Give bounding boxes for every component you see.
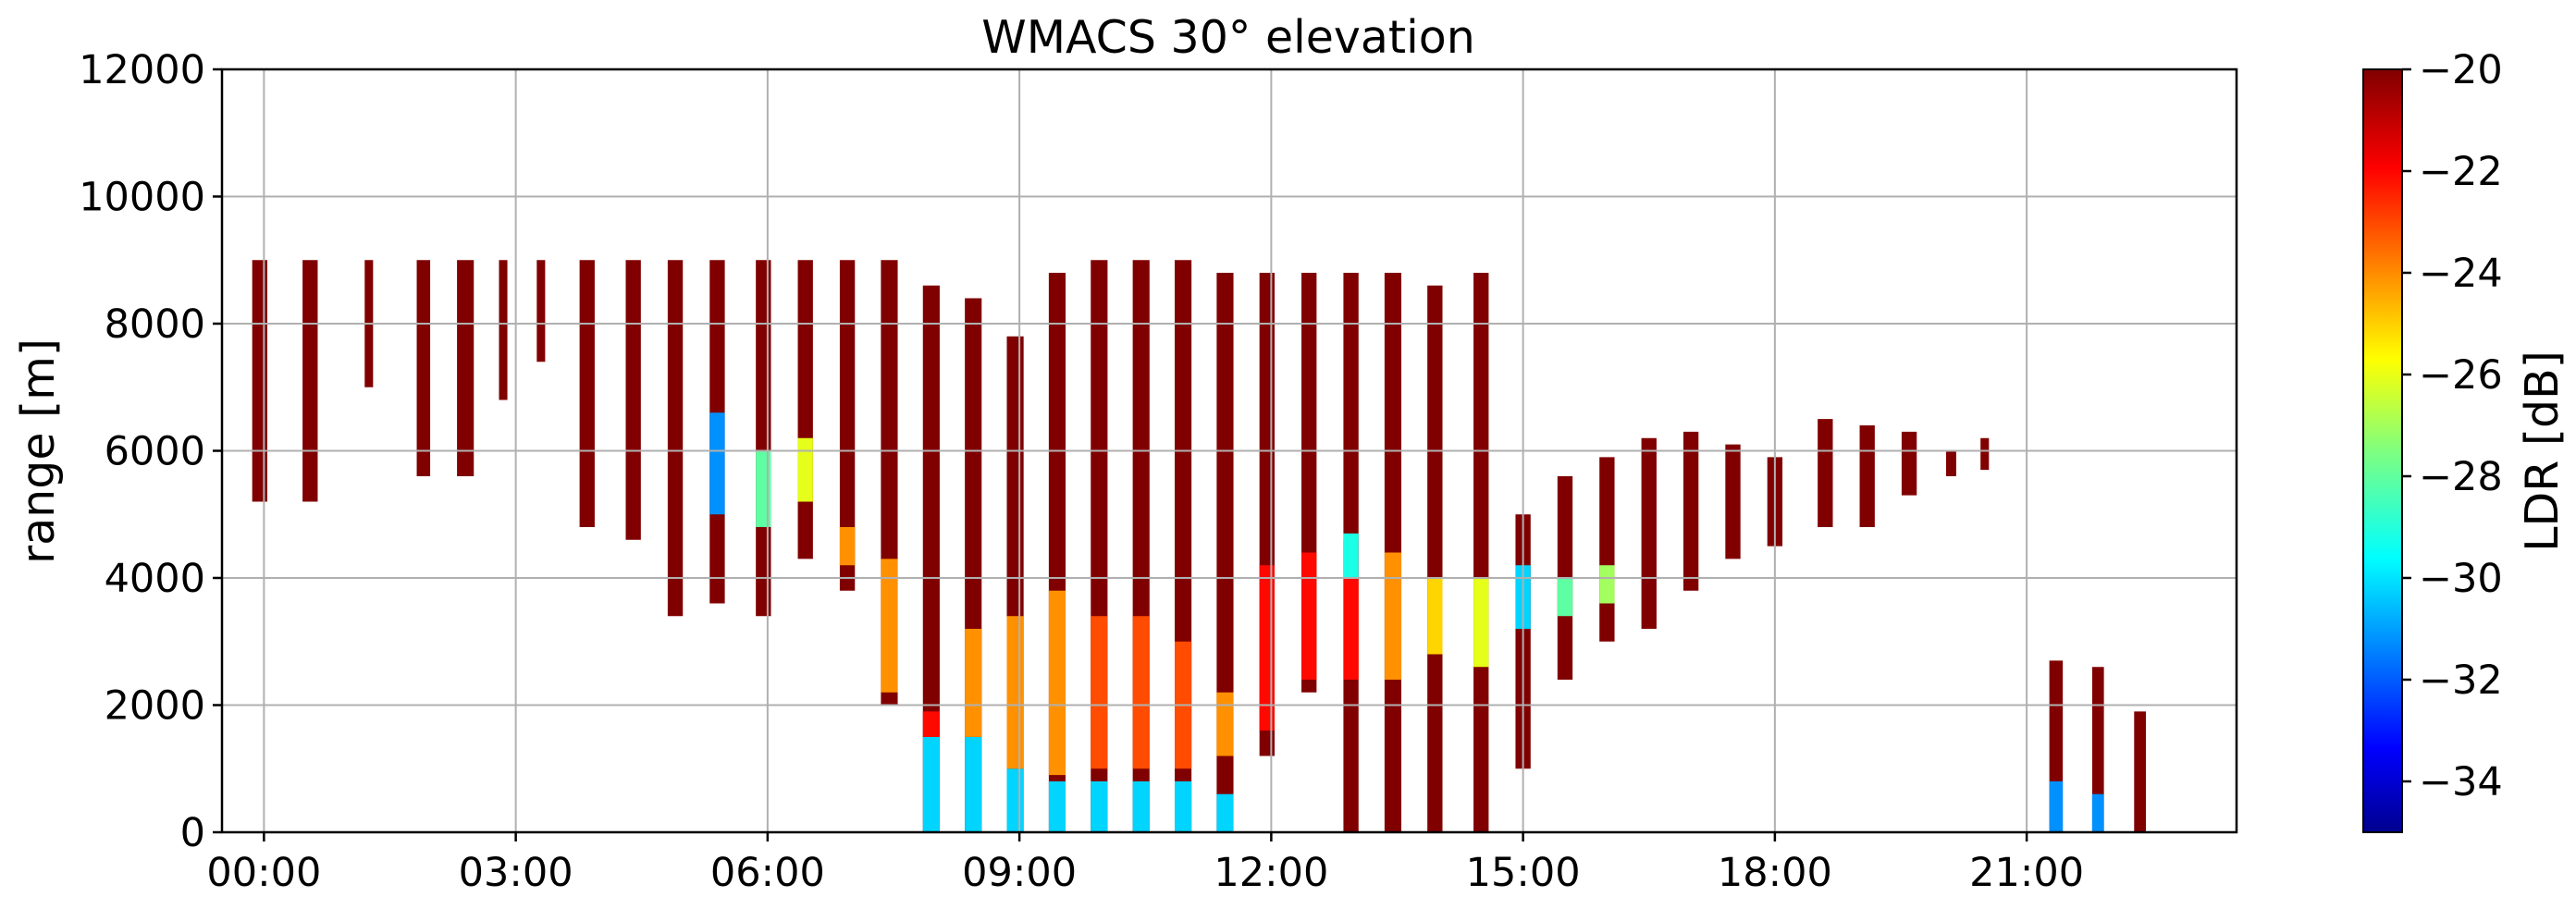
scan-15-segment-2 bbox=[922, 711, 940, 737]
scan-11-segment-1 bbox=[756, 450, 771, 527]
scan-28-segment-1 bbox=[1473, 578, 1489, 668]
plot-area bbox=[220, 68, 2238, 834]
y-tick-label: 8000 bbox=[105, 301, 205, 348]
scan-13-segment-1 bbox=[839, 527, 856, 566]
scan-14-segment-1 bbox=[881, 559, 898, 693]
scan-24-segment-1 bbox=[1301, 552, 1317, 680]
scan-3-segment-0 bbox=[416, 260, 431, 476]
scan-30-segment-1 bbox=[1557, 578, 1573, 617]
scan-13-segment-0 bbox=[839, 260, 856, 591]
x-tick-label: 15:00 bbox=[1466, 850, 1581, 896]
scan-39-segment-0 bbox=[1946, 450, 1956, 476]
scan-7-segment-0 bbox=[579, 260, 595, 527]
scan-42-segment-1 bbox=[2091, 793, 2104, 832]
x-tick-label: 00:00 bbox=[206, 850, 321, 896]
colorbar-tick-label: −22 bbox=[2419, 149, 2503, 195]
scan-21-segment-1 bbox=[1175, 781, 1192, 832]
scan-15-segment-0 bbox=[922, 285, 940, 832]
scan-38-segment-0 bbox=[1901, 431, 1917, 496]
scan-43-segment-0 bbox=[2134, 711, 2146, 832]
scan-16-segment-1 bbox=[965, 736, 982, 832]
scan-12-segment-1 bbox=[797, 437, 813, 502]
scan-1-segment-0 bbox=[302, 260, 318, 502]
colorbar-tick-label: −32 bbox=[2419, 657, 2503, 704]
scan-8-segment-0 bbox=[625, 260, 641, 540]
scan-28-segment-0 bbox=[1473, 273, 1489, 832]
colorbar-gradient bbox=[2362, 68, 2403, 833]
scan-9-segment-0 bbox=[667, 260, 684, 617]
colorbar-tick-label: −28 bbox=[2419, 454, 2503, 500]
scan-37-segment-0 bbox=[1859, 425, 1875, 527]
scan-31-segment-1 bbox=[1599, 565, 1615, 604]
colorbar-tick-label: −30 bbox=[2419, 556, 2503, 602]
scan-22-segment-1 bbox=[1216, 793, 1234, 832]
scan-11-segment-0 bbox=[756, 260, 771, 617]
scan-17-segment-2 bbox=[1006, 616, 1024, 769]
scan-32-segment-0 bbox=[1641, 437, 1657, 629]
x-tick-label: 06:00 bbox=[710, 850, 825, 896]
scan-25-segment-2 bbox=[1343, 533, 1359, 578]
colorbar-ticks: −20 −22 −24 −26 −28 −30 −32 −34 bbox=[2402, 47, 2503, 805]
scan-41-segment-1 bbox=[2049, 781, 2064, 832]
x-tick-label: 03:00 bbox=[459, 850, 573, 896]
y-axis: 0 2000 4000 6000 8000 10000 12000 bbox=[79, 47, 222, 856]
scan-12-segment-0 bbox=[797, 260, 813, 559]
scan-31-segment-0 bbox=[1599, 457, 1615, 642]
x-tick-label: 21:00 bbox=[1969, 850, 2084, 896]
ldr-data-layer bbox=[252, 260, 2146, 832]
y-tick-label: 0 bbox=[180, 810, 205, 856]
scan-19-segment-1 bbox=[1091, 781, 1108, 832]
scan-20-segment-2 bbox=[1132, 616, 1150, 769]
y-tick-label: 12000 bbox=[79, 47, 205, 93]
y-tick-label: 6000 bbox=[105, 429, 205, 475]
scan-15-segment-1 bbox=[922, 736, 940, 832]
scan-27-segment-0 bbox=[1427, 285, 1443, 832]
colorbar-label: LDR [dB] bbox=[2516, 350, 2569, 552]
scan-27-segment-1 bbox=[1427, 578, 1443, 655]
y-axis-label: range [m] bbox=[12, 338, 65, 564]
scan-16-segment-2 bbox=[965, 629, 982, 737]
x-axis: 00:00 03:00 06:00 09:00 12:00 15:00 18:00 21:00 bbox=[206, 832, 2084, 896]
x-tick-label: 12:00 bbox=[1214, 850, 1328, 896]
scan-4-segment-0 bbox=[457, 260, 475, 476]
x-tick-label: 09:00 bbox=[962, 850, 1077, 896]
scan-19-segment-2 bbox=[1091, 616, 1108, 769]
colorbar: −20 −22 −24 −26 −28 −30 −32 −34 LDR [dB] bbox=[2362, 47, 2569, 833]
scan-6-segment-0 bbox=[536, 260, 546, 362]
colorbar-tick-label: −34 bbox=[2419, 759, 2503, 805]
grid bbox=[222, 68, 2237, 833]
scan-5-segment-0 bbox=[499, 260, 508, 400]
x-tick-label: 18:00 bbox=[1718, 850, 1832, 896]
scan-36-segment-0 bbox=[1818, 419, 1833, 527]
colorbar-tick-label: −24 bbox=[2419, 251, 2503, 297]
scan-26-segment-1 bbox=[1384, 552, 1402, 680]
colorbar-tick-label: −20 bbox=[2419, 47, 2503, 93]
scan-0-segment-0 bbox=[252, 260, 268, 502]
y-tick-label: 4000 bbox=[105, 556, 205, 602]
y-tick-label: 2000 bbox=[105, 683, 205, 730]
scan-33-segment-0 bbox=[1682, 431, 1699, 591]
scan-17-segment-1 bbox=[1006, 768, 1024, 832]
scan-40-segment-0 bbox=[1980, 437, 1990, 471]
y-tick-label: 10000 bbox=[79, 175, 205, 221]
scan-18-segment-2 bbox=[1048, 590, 1066, 776]
scan-42-segment-0 bbox=[2091, 667, 2104, 832]
colorbar-tick-label: −26 bbox=[2419, 352, 2503, 399]
scan-34-segment-0 bbox=[1725, 444, 1741, 559]
scan-20-segment-1 bbox=[1132, 781, 1150, 832]
scan-22-segment-2 bbox=[1216, 692, 1234, 756]
chart-title: WMACS 30° elevation bbox=[981, 11, 1475, 64]
scan-10-segment-1 bbox=[709, 412, 725, 515]
scan-18-segment-1 bbox=[1048, 781, 1066, 832]
